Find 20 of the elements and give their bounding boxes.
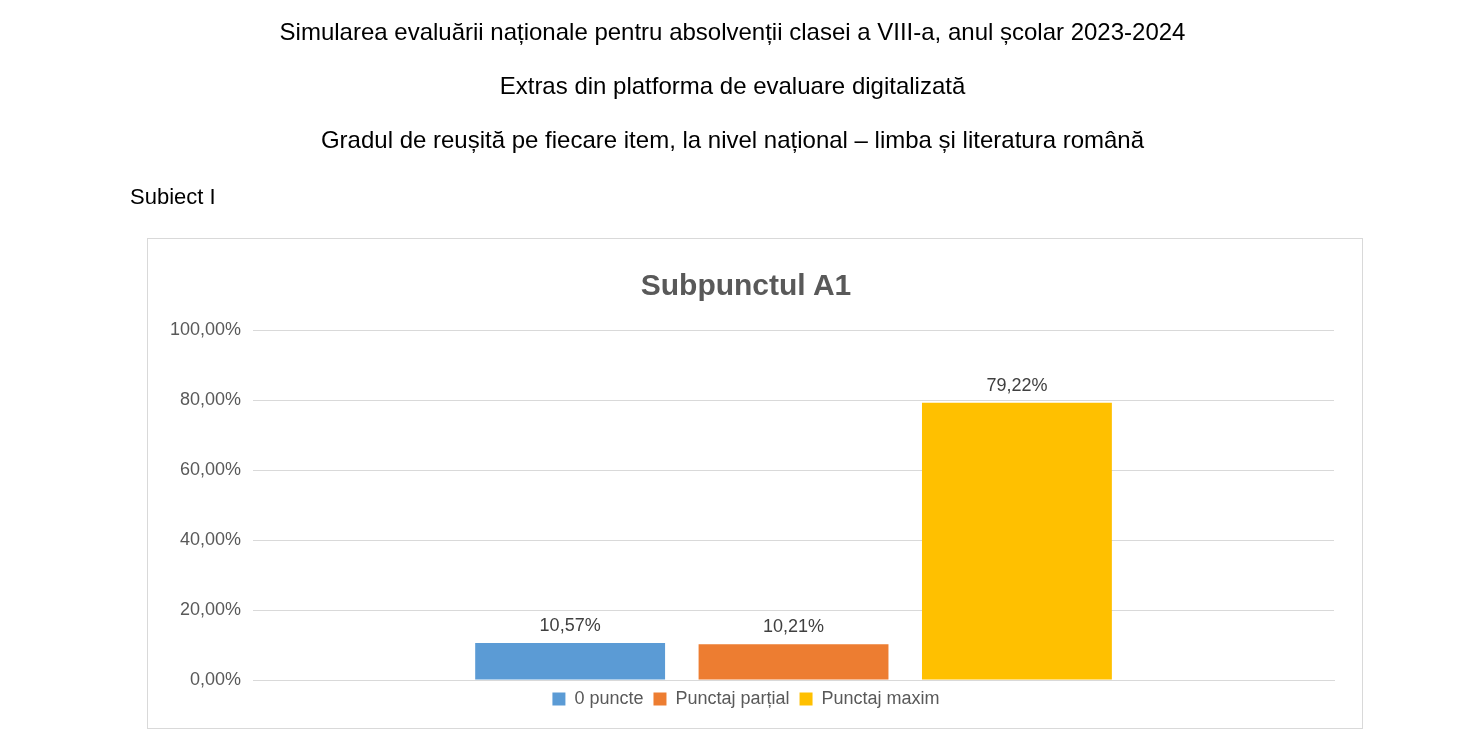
legend-label: Punctaj maxim [821,687,940,708]
data-label: 10,21% [763,616,825,637]
y-tick-label: 100,00% [170,318,242,339]
text: Gradul de reușită pe fiecare item, la nivel național – limba și literatura română [319,126,1146,154]
legend-label: 0 puncte [574,687,644,708]
bar [475,643,666,680]
text: Extras din platforma de evaluare digitalizată [498,72,967,100]
data-label: 79,22% [986,374,1048,395]
legend-label: Punctaj parțial [675,687,790,708]
y-tick-label: 80,00% [180,388,242,409]
y-tick-label: 60,00% [180,458,242,479]
y-tick-label: 0,00% [190,668,242,689]
text: Subiect I [130,184,216,210]
bar [698,644,889,680]
y-tick-label: 40,00% [180,528,242,549]
bar [921,402,1112,680]
text: Simularea evaluării naționale pentru absolvenții clasei a VIII-a, anul școlar 2023-2024 [278,18,1187,46]
data-label: 10,57% [539,614,601,635]
chart-title: Subpunctul A1 [640,268,852,302]
y-tick-label: 20,00% [180,598,242,619]
